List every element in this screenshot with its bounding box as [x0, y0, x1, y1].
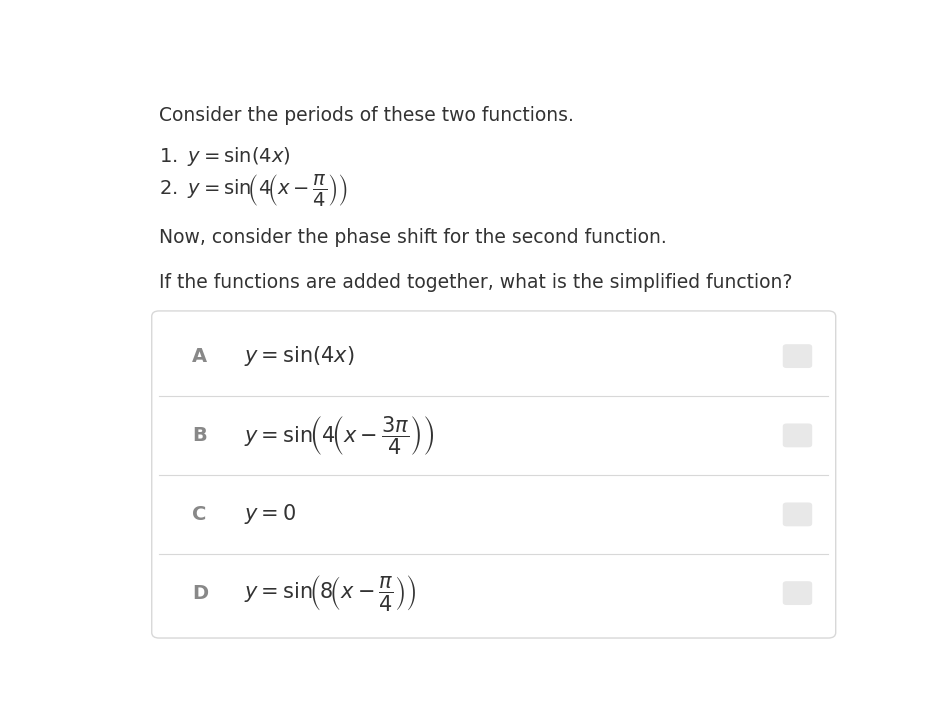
Text: C: C — [192, 505, 207, 524]
FancyBboxPatch shape — [783, 503, 812, 526]
Text: $y = \mathrm{sin}(4x)$: $y = \mathrm{sin}(4x)$ — [244, 344, 354, 368]
Text: Now, consider the phase shift for the second function.: Now, consider the phase shift for the se… — [159, 228, 667, 247]
Text: $2.\ y = \mathrm{sin}\!\left(4\!\left(x - \dfrac{\pi}{4}\right)\right)$: $2.\ y = \mathrm{sin}\!\left(4\!\left(x … — [159, 172, 348, 208]
FancyBboxPatch shape — [152, 311, 836, 638]
FancyBboxPatch shape — [783, 423, 812, 447]
FancyBboxPatch shape — [783, 581, 812, 605]
Text: $1.\ y = \mathrm{sin}(4x)$: $1.\ y = \mathrm{sin}(4x)$ — [159, 145, 290, 168]
Text: If the functions are added together, what is the simplified function?: If the functions are added together, wha… — [159, 273, 792, 292]
FancyBboxPatch shape — [783, 344, 812, 368]
Text: Consider the periods of these two functions.: Consider the periods of these two functi… — [159, 106, 574, 125]
Text: $y = \mathrm{sin}\!\left(8\!\left(x - \dfrac{\pi}{4}\right)\right)$: $y = \mathrm{sin}\!\left(8\!\left(x - \d… — [244, 573, 417, 613]
Text: D: D — [192, 584, 208, 603]
Text: $y = \mathrm{sin}\!\left(4\!\left(x - \dfrac{3\pi}{4}\right)\right)$: $y = \mathrm{sin}\!\left(4\!\left(x - \d… — [244, 414, 434, 457]
Text: A: A — [192, 346, 207, 366]
Text: B: B — [192, 426, 207, 445]
Text: $y = 0$: $y = 0$ — [244, 503, 296, 526]
